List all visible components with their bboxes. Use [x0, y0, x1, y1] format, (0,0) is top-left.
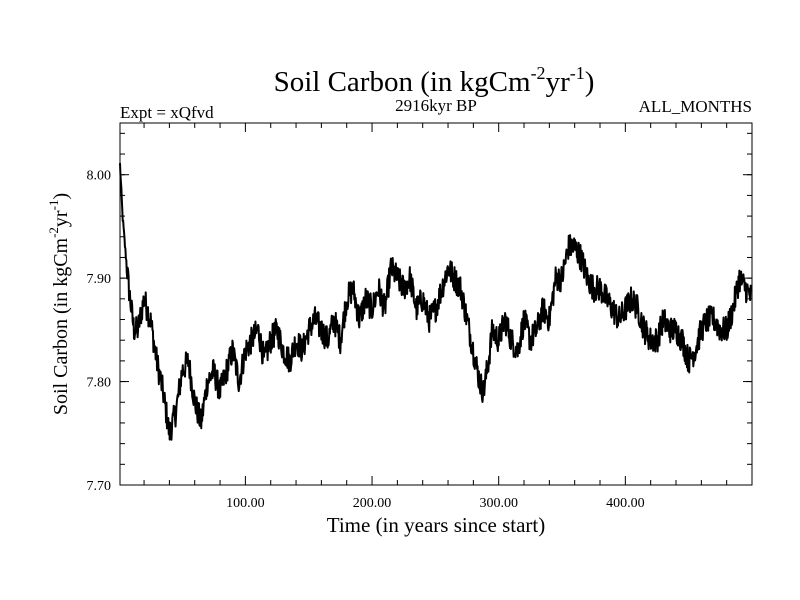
chart-title-text: Soil Carbon (in kgCm [274, 66, 531, 98]
chart-title: Soil Carbon (in kgCm-2yr-1) [274, 63, 595, 98]
chart-title-end: ) [585, 66, 595, 98]
series-line-soil-carbon [119, 163, 753, 441]
x-tick-label: 400.00 [606, 496, 645, 511]
x-axis-label: Time (in years since start) [327, 513, 546, 537]
chart-title-sup1: -2 [531, 63, 546, 83]
chart-title-sup2: -1 [570, 63, 585, 83]
y-axis-label-sup1: -2 [46, 227, 61, 238]
y-axis-label-mid: yr [50, 210, 72, 227]
x-tick-label: 100.00 [226, 496, 265, 511]
y-tick-label: 7.70 [87, 479, 112, 494]
y-axis-ticks: 7.70 7.80 7.90 8.00 [87, 132, 752, 494]
x-tick-label: 300.00 [479, 496, 518, 511]
experiment-label: Expt = xQfvd [120, 103, 214, 122]
x-axis-ticks: 100.00 200.00 300.00 400.00 [143, 123, 753, 511]
chart-title-mid: yr [546, 66, 571, 98]
period-label: 2916kyr BP [395, 96, 477, 115]
months-label: ALL_MONTHS [639, 97, 752, 116]
y-axis-label-sup2: -1 [46, 200, 61, 211]
y-axis-label-text: Soil Carbon (in kgCm [50, 237, 72, 415]
y-tick-label: 8.00 [87, 169, 112, 184]
y-axis-label-end: ) [50, 193, 72, 200]
x-tick-label: 200.00 [353, 496, 392, 511]
y-axis-label: Soil Carbon (in kgCm-2yr-1) [46, 193, 72, 415]
plot-frame [119, 122, 753, 486]
y-tick-label: 7.80 [87, 376, 112, 391]
y-tick-label: 7.90 [87, 272, 112, 287]
